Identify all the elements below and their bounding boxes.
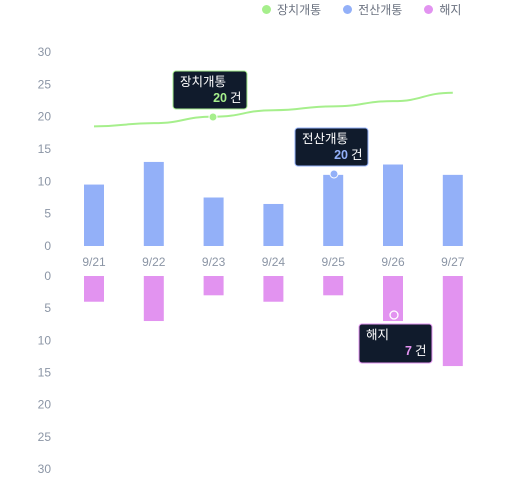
y-tick-label-bottom: 15 (38, 366, 52, 380)
y-tick-label-bottom: 5 (44, 301, 51, 315)
bar-line-service[interactable] (263, 203, 284, 246)
bar-line-service[interactable] (203, 197, 224, 247)
bar-line-service[interactable] (383, 164, 403, 246)
bar-line-service[interactable] (323, 174, 344, 246)
tooltip-marker (389, 310, 399, 320)
y-tick-label-top: 10 (38, 174, 52, 188)
bar-termination[interactable] (203, 276, 224, 296)
bar-line-service[interactable] (143, 161, 164, 246)
tooltip-value: 20 (334, 148, 348, 162)
legend-item-device[interactable]: 장치개통 (262, 1, 321, 18)
x-tick-label: 9/21 (82, 255, 106, 269)
tooltip-unit: 건 (415, 344, 427, 358)
tooltip-box (358, 323, 433, 364)
legend-dot-termination (424, 4, 434, 14)
legend-dot-device (262, 4, 271, 14)
legend-label-line-service: 전산개통 (358, 2, 403, 17)
x-tick-label: 9/22 (142, 255, 166, 269)
y-tick-label-top: 20 (38, 110, 52, 124)
tooltip-marker (329, 169, 339, 179)
tooltip-value: 7 (405, 344, 412, 358)
legend-label-termination: 해지 (439, 2, 462, 17)
tooltip-value: 20 (213, 91, 227, 105)
y-tick-label-top: 0 (44, 239, 51, 253)
y-tick-label-bottom: 0 (44, 269, 51, 283)
legend-item-line-service[interactable]: 전산개통 (343, 1, 402, 18)
y-tick-label-top: 30 (38, 45, 52, 59)
y-tick-label-top: 15 (38, 142, 52, 156)
bar-termination[interactable] (442, 276, 463, 367)
x-tick-label: 9/25 (322, 255, 346, 269)
legend-item-termination[interactable]: 해지 (424, 1, 461, 18)
y-tick-label-bottom: 30 (38, 462, 52, 476)
tooltip-box (294, 127, 369, 167)
y-tick-label-top: 5 (44, 207, 51, 221)
bar-line-service[interactable] (442, 174, 463, 246)
x-tick-label: 9/24 (262, 255, 286, 269)
tooltip-box (172, 70, 248, 110)
tooltip-unit: 건 (230, 91, 242, 105)
bar-termination[interactable] (323, 276, 344, 296)
tooltip-title: 해지 (366, 328, 389, 342)
x-tick-label: 9/26 (381, 255, 405, 269)
bar-termination[interactable] (383, 276, 403, 322)
legend-dot-line-service (343, 4, 353, 14)
tooltip-marker (208, 112, 218, 122)
bar-termination[interactable] (263, 276, 284, 302)
y-tick-label-top: 25 (38, 77, 52, 91)
y-tick-label-bottom: 20 (38, 398, 52, 412)
tooltip-title: 전산개통 (302, 132, 348, 146)
chart-legend: 장치개통 전산개통 해지 (262, 0, 483, 18)
y-tick-label-bottom: 25 (38, 430, 52, 444)
y-tick-label-bottom: 10 (38, 333, 52, 347)
bar-termination[interactable] (143, 276, 164, 322)
legend-label-device: 장치개통 (277, 2, 322, 17)
bar-termination[interactable] (84, 276, 104, 302)
tooltip-title: 장치개통 (180, 75, 226, 89)
bar-line-service[interactable] (84, 184, 104, 246)
x-tick-label: 9/27 (441, 255, 465, 269)
tooltip-unit: 건 (351, 148, 363, 162)
x-tick-label: 9/23 (202, 255, 226, 269)
line-device[interactable] (93, 91, 453, 128)
